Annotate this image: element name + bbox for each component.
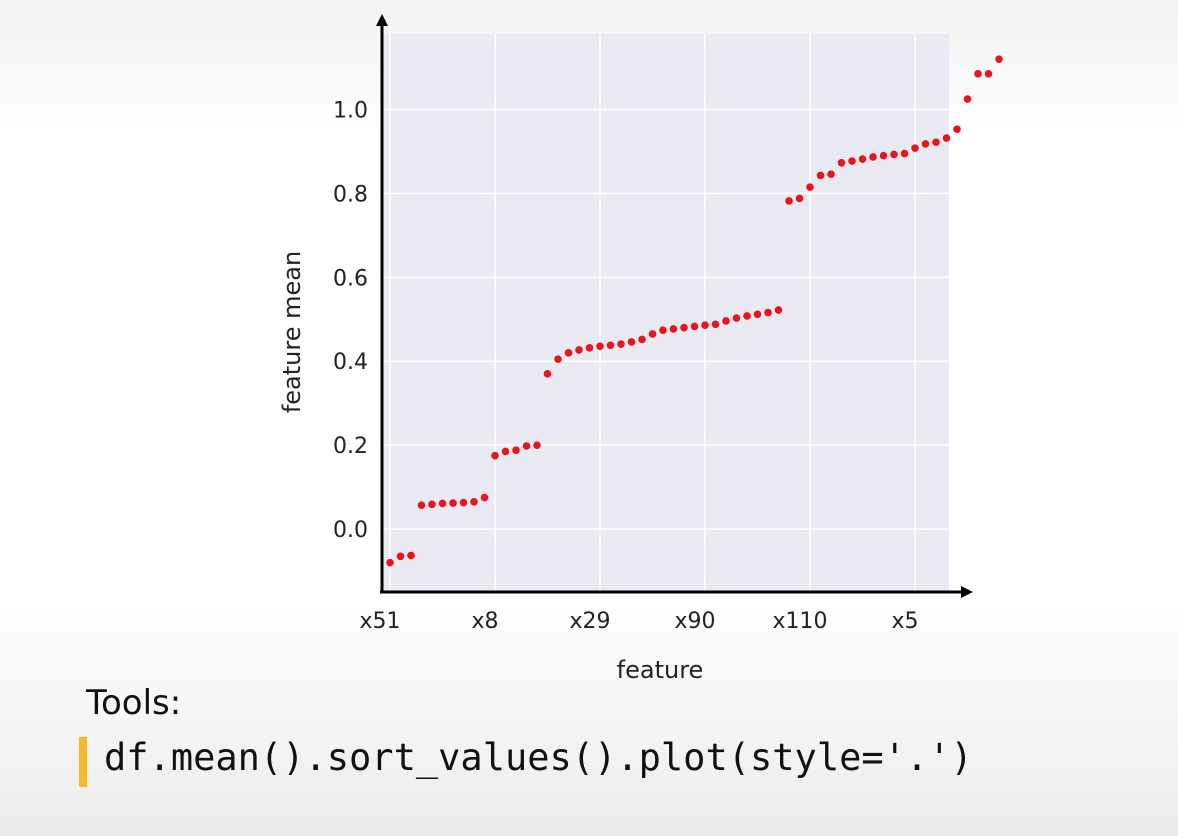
- feature-mean-chart: 0.0 0.2 0.4 0.6 0.8 1.0 x51 x8 x29 x90 x110 x5 fea…: [278, 14, 1003, 684]
- x-tick-label-4: x110: [772, 609, 827, 634]
- data-point-54: [953, 125, 961, 134]
- data-point-5: [438, 499, 447, 508]
- y-axis-arrow-icon: [376, 14, 388, 26]
- data-point-15: [543, 370, 552, 378]
- data-point-18: [575, 346, 583, 354]
- data-point-2: [407, 551, 415, 560]
- y-tick-labels: 0.0 0.2 0.4 0.6 0.8 1.0: [333, 99, 368, 544]
- data-point-16: [554, 355, 562, 363]
- data-point-30: [701, 321, 709, 329]
- data-point-49: [900, 149, 909, 158]
- grid-lines: [382, 34, 949, 592]
- data-point-23: [627, 338, 636, 346]
- data-point-17: [564, 349, 573, 357]
- data-point-1: [396, 552, 405, 561]
- data-point-44: [848, 157, 856, 165]
- data-point-34: [743, 312, 751, 320]
- data-point-13: [522, 442, 531, 450]
- data-point-52: [932, 138, 940, 147]
- data-point-0: [386, 558, 394, 567]
- code-accent-bar: [79, 737, 87, 787]
- y-tick-label-2: 0.4: [333, 350, 368, 375]
- data-point-41: [816, 171, 825, 180]
- data-point-19: [585, 344, 594, 352]
- data-point-26: [659, 326, 667, 335]
- data-point-56: [974, 70, 982, 78]
- data-point-33: [732, 314, 741, 322]
- y-tick-label-5: 1.0: [333, 99, 368, 124]
- data-point-11: [501, 447, 510, 456]
- data-point-9: [480, 493, 489, 502]
- x-tick-label-2: x29: [569, 609, 610, 634]
- data-point-40: [806, 183, 814, 191]
- data-point-3: [417, 501, 426, 509]
- plot-area: [382, 34, 949, 592]
- y-tick-label-0: 0.0: [333, 518, 368, 543]
- data-point-10: [491, 451, 499, 460]
- data-point-39: [795, 194, 804, 203]
- data-point-6: [449, 499, 457, 507]
- x-axis-title: feature: [617, 656, 704, 684]
- data-point-48: [890, 150, 898, 159]
- y-axis-title: feature mean: [278, 251, 306, 413]
- data-point-12: [512, 446, 520, 454]
- data-point-7: [459, 498, 468, 507]
- x-tick-label-3: x90: [674, 609, 715, 634]
- x-axis-arrow-icon: [961, 586, 973, 598]
- data-point-42: [827, 170, 835, 178]
- tools-label: Tools:: [86, 683, 182, 723]
- data-point-46: [869, 153, 877, 161]
- data-point-58: [995, 55, 1003, 63]
- data-point-8: [470, 497, 478, 506]
- y-tick-label-1: 0.2: [333, 434, 368, 459]
- code-snippet: df.mean().sort_values().plot(style='.'): [104, 736, 973, 779]
- y-tick-label-4: 0.8: [333, 182, 368, 207]
- data-point-38: [785, 197, 793, 205]
- data-point-51: [921, 140, 930, 148]
- data-point-28: [680, 323, 688, 332]
- x-tick-label-0: x51: [359, 609, 400, 634]
- data-point-35: [753, 310, 762, 319]
- data-point-29: [690, 322, 699, 331]
- data-point-43: [837, 159, 846, 167]
- data-point-45: [858, 155, 867, 163]
- data-point-36: [764, 308, 772, 317]
- data-point-24: [638, 335, 646, 344]
- data-point-57: [984, 70, 993, 78]
- data-point-27: [669, 325, 678, 333]
- data-point-25: [648, 330, 657, 338]
- data-point-55: [963, 95, 972, 103]
- data-point-32: [722, 317, 730, 325]
- data-point-20: [596, 342, 604, 350]
- data-point-50: [911, 144, 919, 152]
- x-tick-labels: x51 x8 x29 x90 x110 x5: [359, 609, 918, 634]
- data-point-53: [942, 134, 951, 142]
- data-point-4: [428, 500, 436, 509]
- data-point-14: [533, 441, 541, 449]
- data-point-21: [606, 341, 615, 350]
- x-tick-label-5: x5: [891, 609, 918, 634]
- y-tick-label-3: 0.6: [333, 266, 368, 291]
- data-points: [386, 55, 1003, 567]
- axes: [376, 14, 973, 598]
- data-point-37: [774, 306, 783, 314]
- data-point-22: [617, 340, 625, 348]
- data-point-31: [711, 320, 720, 329]
- data-point-47: [879, 151, 888, 160]
- x-tick-label-1: x8: [471, 609, 498, 634]
